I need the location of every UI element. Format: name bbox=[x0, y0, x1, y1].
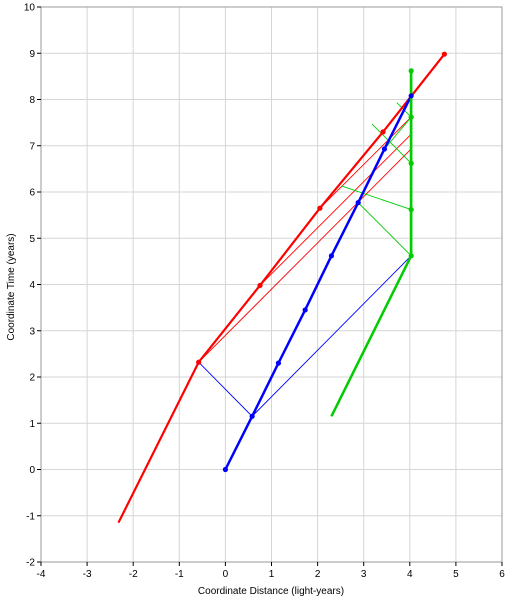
event-point bbox=[302, 307, 308, 313]
x-tick-label: -3 bbox=[83, 569, 92, 580]
event-point bbox=[222, 466, 228, 473]
y-tick-label: 2 bbox=[29, 373, 35, 384]
event-markers bbox=[196, 51, 447, 473]
event-point bbox=[317, 205, 323, 211]
event-point bbox=[441, 51, 447, 57]
x-tick-label: 0 bbox=[223, 569, 229, 580]
light-signal bbox=[384, 116, 412, 150]
x-axis-title: Coordinate Distance (light-years) bbox=[198, 586, 344, 597]
event-point bbox=[328, 253, 335, 259]
light-signal bbox=[319, 116, 412, 209]
light-signals bbox=[198, 102, 412, 417]
x-tick-label: -4 bbox=[37, 569, 46, 580]
y-tick-label: 1 bbox=[29, 419, 35, 430]
y-tick-label: -2 bbox=[26, 558, 35, 569]
y-tick-label: 9 bbox=[29, 49, 35, 60]
light-signal bbox=[259, 133, 412, 286]
y-tick-label: 7 bbox=[29, 141, 35, 152]
light-signal bbox=[198, 255, 412, 417]
event-point bbox=[408, 93, 414, 99]
event-point bbox=[257, 282, 263, 289]
y-tick-label: 0 bbox=[29, 465, 35, 476]
light-signal bbox=[371, 123, 412, 164]
y-tick-label: -1 bbox=[26, 511, 35, 522]
event-point bbox=[275, 360, 282, 366]
x-tick-label: 3 bbox=[361, 569, 367, 580]
event-point bbox=[355, 200, 361, 206]
event-point bbox=[408, 114, 414, 120]
x-tick-label: 6 bbox=[499, 569, 505, 580]
event-point bbox=[408, 68, 414, 74]
x-tick-label: 5 bbox=[453, 569, 459, 580]
light-signal bbox=[357, 202, 412, 257]
x-tick-label: 4 bbox=[407, 569, 413, 580]
x-tick-label: 1 bbox=[269, 569, 275, 580]
event-point bbox=[408, 253, 414, 259]
x-tick-label: -2 bbox=[129, 569, 138, 580]
y-tick-label: 10 bbox=[24, 3, 36, 14]
light-signal bbox=[198, 148, 412, 363]
event-point bbox=[380, 129, 386, 135]
event-point bbox=[408, 206, 414, 213]
y-tick-label: 6 bbox=[29, 188, 35, 199]
worldline bbox=[224, 95, 413, 471]
y-tick-label: 5 bbox=[29, 234, 35, 245]
axes: -4 -3 -2 -1 0 1 2 3 4 5 6 -2 -1 0 1 2 3 4 5 6 7 8 9 10 bbox=[24, 3, 505, 581]
event-point bbox=[381, 146, 388, 152]
event-point bbox=[408, 160, 414, 166]
event-point bbox=[196, 359, 202, 365]
y-axis-title: Coordinate Time (years) bbox=[6, 233, 17, 340]
event-point bbox=[249, 413, 255, 419]
y-tick-label: 8 bbox=[29, 95, 35, 106]
y-tick-label: 4 bbox=[29, 280, 35, 291]
worldline bbox=[117, 53, 446, 524]
y-tick-label: 3 bbox=[29, 326, 35, 337]
x-tick-label: 2 bbox=[315, 569, 321, 580]
x-tick-label: -1 bbox=[175, 569, 184, 580]
light-signal bbox=[341, 185, 412, 211]
